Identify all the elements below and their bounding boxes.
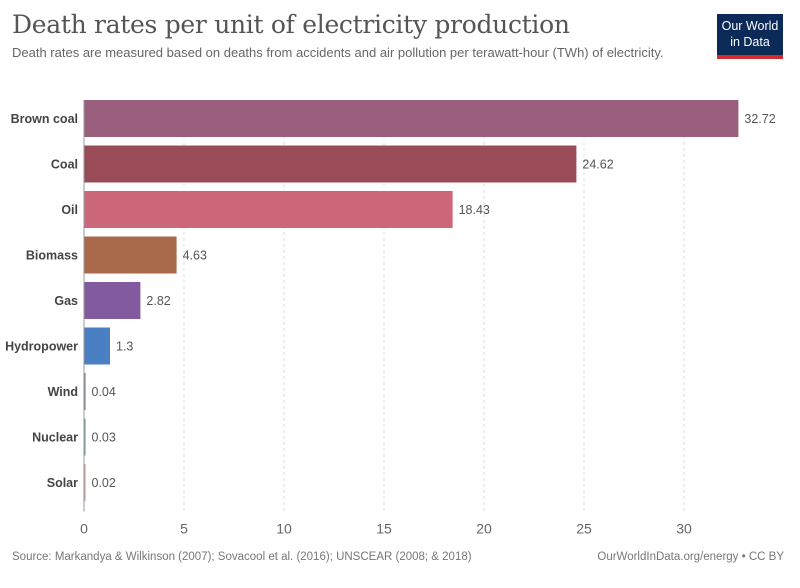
x-tick-label: 5 <box>180 521 188 537</box>
bar-gas[interactable] <box>84 282 141 319</box>
x-tick-label: 25 <box>576 521 592 537</box>
value-label: 18.43 <box>459 203 490 217</box>
value-label: 32.72 <box>744 112 775 126</box>
value-label: 2.82 <box>146 294 170 308</box>
category-label: Solar <box>47 476 78 490</box>
value-label: 0.04 <box>92 385 116 399</box>
bar-brown-coal[interactable] <box>84 100 739 137</box>
value-labels: 32.72 24.62 18.43 4.63 2.82 1.3 0.04 0.03 0.02 <box>92 112 776 490</box>
bar-hydropower[interactable] <box>84 327 110 365</box>
category-label: Wind <box>48 385 78 399</box>
category-label: Biomass <box>26 249 78 263</box>
logo-line-2: in Data <box>730 35 770 49</box>
chart-title: Death rates per unit of electricity prod… <box>12 10 570 39</box>
value-label: 0.03 <box>92 431 116 445</box>
bar-biomass[interactable] <box>84 236 177 274</box>
value-label: 24.62 <box>582 158 613 172</box>
x-axis-ticks: 0 5 10 15 20 25 30 <box>80 521 692 537</box>
logo-stripe <box>717 55 783 59</box>
bar-oil[interactable] <box>84 191 453 228</box>
x-tick-label: 10 <box>276 521 292 537</box>
x-tick-label: 0 <box>80 521 88 537</box>
category-label: Gas <box>54 294 78 308</box>
category-label: Coal <box>51 158 78 172</box>
category-labels: Brown coal Coal Oil Biomass Gas Hydropower Win… <box>5 112 78 490</box>
logo-line-1: Our World <box>721 19 779 33</box>
category-label: Brown coal <box>11 112 78 126</box>
x-tick-label: 15 <box>376 521 392 537</box>
source-note: Source: Markandya & Wilkinson (2007); So… <box>12 551 472 563</box>
value-label: 4.63 <box>183 249 207 263</box>
x-tick-label: 20 <box>476 521 492 537</box>
category-label: Oil <box>61 203 78 217</box>
bar-wind[interactable] <box>84 373 86 410</box>
bar-nuclear[interactable] <box>84 418 86 456</box>
category-label: Nuclear <box>32 431 78 445</box>
category-label: Hydropower <box>5 340 78 354</box>
value-label: 0.02 <box>92 476 116 490</box>
chart-subtitle: Death rates are measured based on deaths… <box>12 45 664 60</box>
x-tick-label: 30 <box>676 521 692 537</box>
owid-logo[interactable]: Our World in Data <box>717 14 783 59</box>
bar-solar[interactable] <box>84 464 86 501</box>
owid-link[interactable]: OurWorldInData.org/energy • CC BY <box>597 551 784 563</box>
bar-coal[interactable] <box>84 145 577 183</box>
value-label: 1.3 <box>116 340 133 354</box>
bars <box>84 100 739 501</box>
